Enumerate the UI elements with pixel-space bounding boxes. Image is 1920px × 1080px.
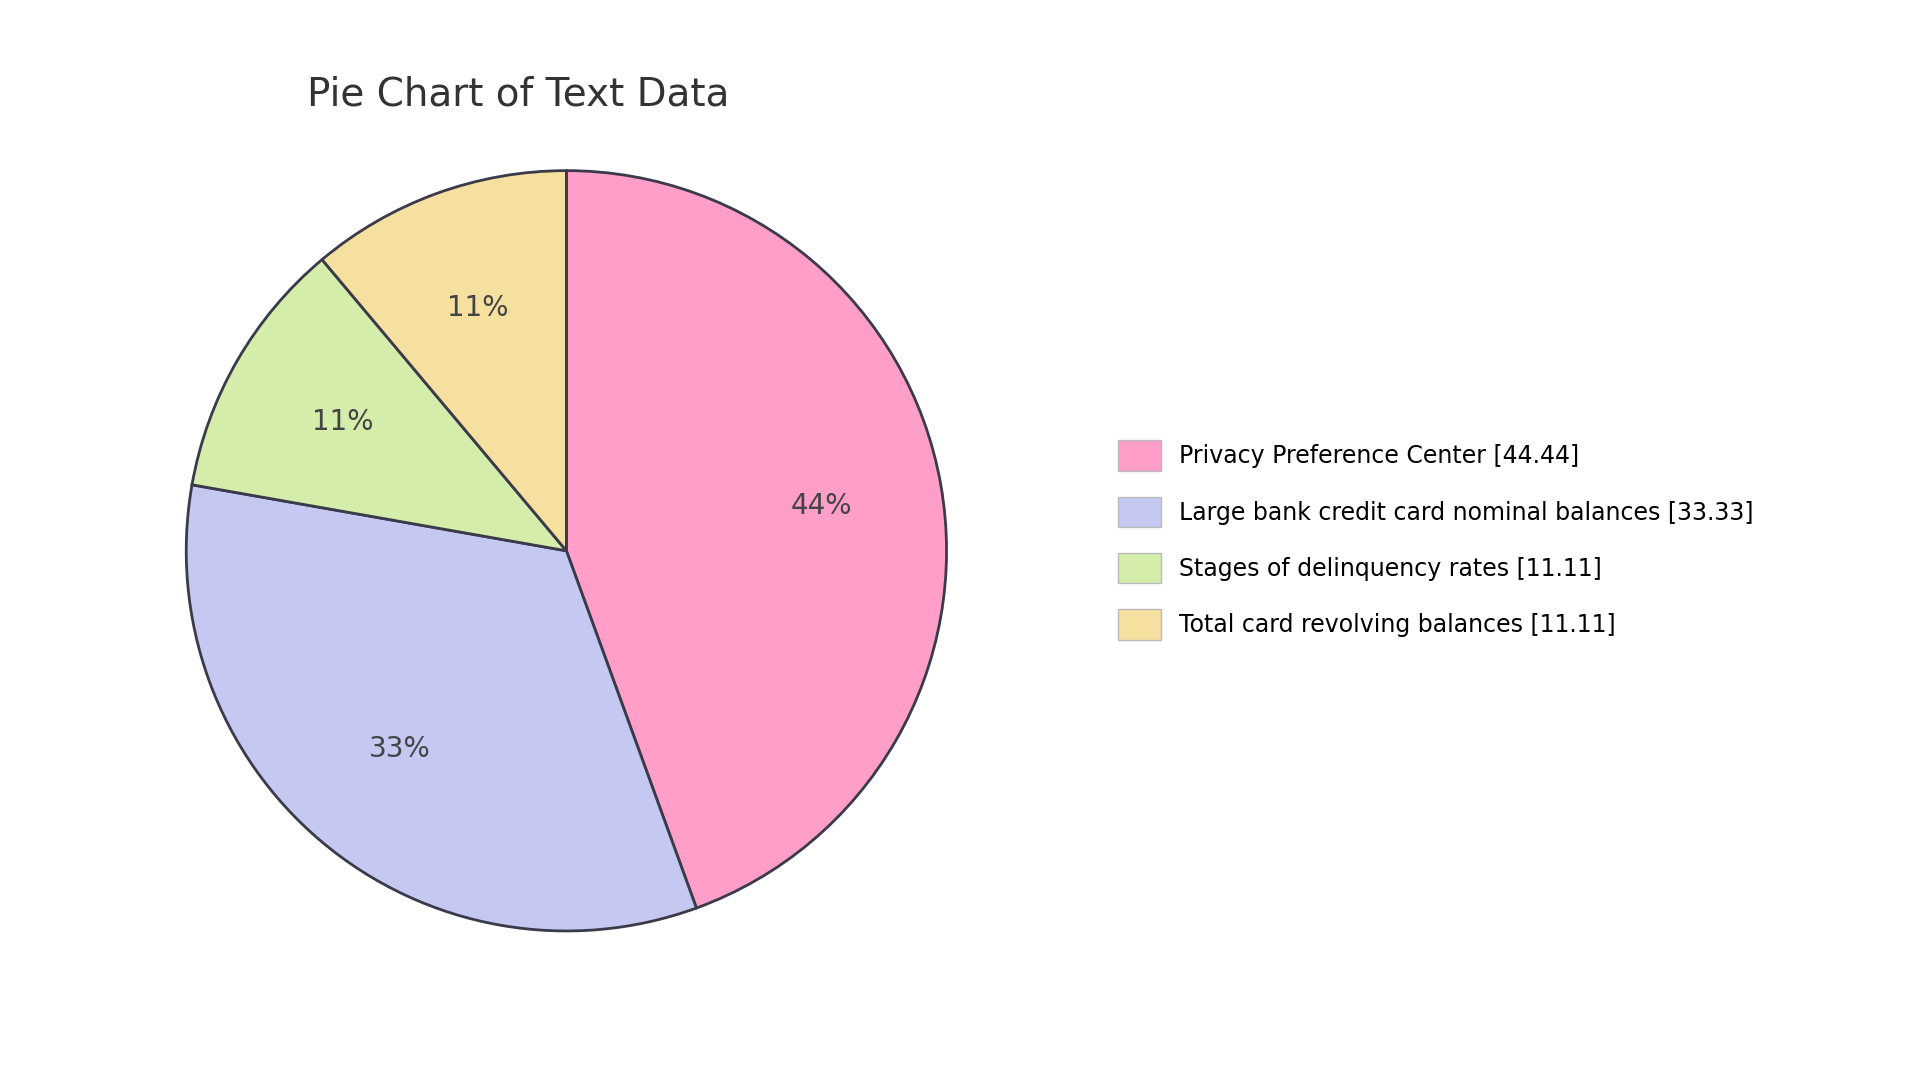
Text: Pie Chart of Text Data: Pie Chart of Text Data [307,76,730,113]
Text: 11%: 11% [311,407,372,435]
Text: 44%: 44% [791,491,852,519]
Text: 11%: 11% [447,294,509,322]
Text: 33%: 33% [369,734,432,762]
Wedge shape [323,171,566,551]
Wedge shape [566,171,947,908]
Wedge shape [186,485,697,931]
Legend: Privacy Preference Center [44.44], Large bank credit card nominal balances [33.3: Privacy Preference Center [44.44], Large… [1106,429,1766,651]
Wedge shape [192,259,566,551]
